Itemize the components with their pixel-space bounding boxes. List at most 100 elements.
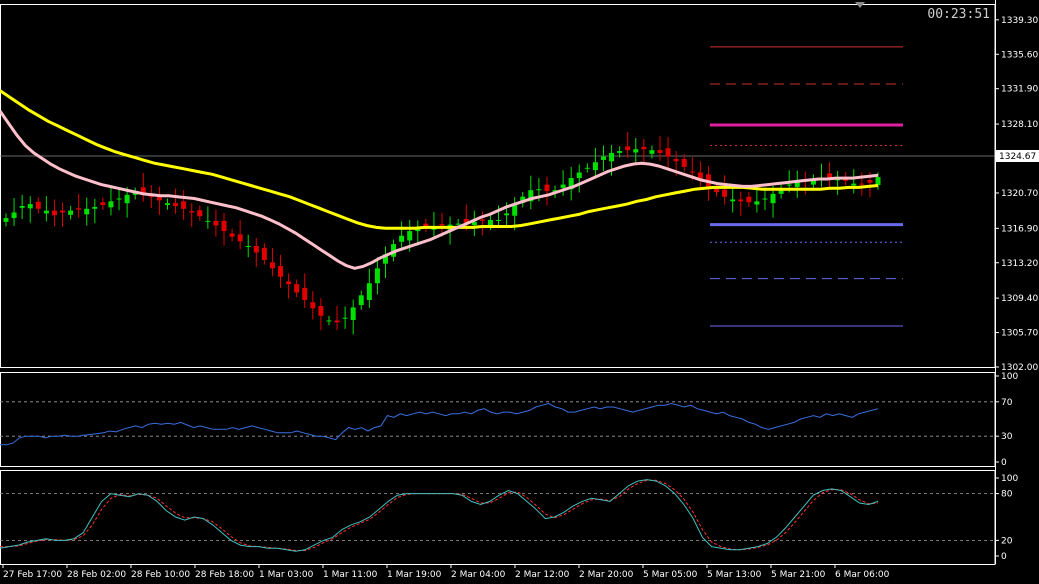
price-tick-label: 1339.30: [1001, 16, 1038, 26]
candle-body: [520, 196, 526, 203]
candle-body: [504, 213, 510, 216]
price-tick-label: 1305.70: [1001, 329, 1038, 339]
rsi-panel: [0, 401, 995, 446]
candle-body: [746, 196, 752, 203]
candle-body: [366, 283, 372, 300]
time-tick-label: 2 Mar 04:00: [451, 570, 506, 580]
price-tick-label: 1313.20: [1001, 259, 1038, 269]
price-tick-label: 1335.60: [1001, 50, 1038, 60]
candle-body: [512, 205, 518, 216]
time-tick-label: 5 Mar 13:00: [707, 570, 762, 580]
candle-body: [859, 183, 865, 185]
candle-body: [617, 151, 623, 153]
candle-body: [681, 158, 687, 167]
candle-body: [399, 235, 405, 242]
moving-averages: [0, 89, 879, 270]
ma-fast-line: [0, 110, 879, 270]
candle-body: [641, 146, 647, 150]
candle-body: [576, 172, 582, 179]
time-tick-label: 2 Mar 20:00: [579, 570, 634, 580]
candle-body: [374, 268, 380, 284]
price-panel-frame: [0, 4, 996, 368]
candle-body: [649, 150, 655, 154]
candle-body: [738, 199, 744, 202]
candle-body: [76, 208, 82, 210]
candle-body: [27, 204, 33, 209]
stochastic-panel: [0, 479, 995, 552]
time-tick-label: 28 Feb 10:00: [131, 570, 190, 580]
candle-body: [51, 210, 57, 216]
candle-body: [810, 178, 816, 185]
candle-body: [544, 184, 550, 192]
ma-slow-line: [0, 89, 879, 230]
time-tick-label: 5 Mar 05:00: [643, 570, 698, 580]
time-tick-label: 1 Mar 03:00: [259, 570, 314, 580]
stoch-signal-line: [0, 479, 879, 551]
candle-body: [181, 201, 187, 209]
candle-body: [334, 320, 340, 323]
current-price-label: 1324.67: [999, 152, 1036, 162]
chart-shift-icon[interactable]: [855, 2, 865, 8]
time-tick-label: 2 Mar 12:00: [515, 570, 570, 580]
candle-body: [415, 228, 421, 232]
candle-body: [391, 244, 397, 257]
rsi-tick-label: 30: [1001, 432, 1013, 442]
candle-body: [116, 198, 122, 200]
candle-body: [528, 190, 534, 202]
candle-body: [213, 220, 219, 226]
candle-body: [657, 150, 663, 153]
stoch-panel-frame: [0, 470, 996, 565]
time-tick-label: 28 Feb 02:00: [67, 570, 126, 580]
current-price-marker: [996, 149, 1039, 162]
candle-body: [237, 234, 243, 242]
candle-body: [245, 246, 251, 247]
candle-body: [302, 287, 308, 300]
rsi-line: [0, 402, 879, 446]
candle-body: [92, 206, 98, 209]
candle-body: [318, 306, 324, 316]
price-tick-label: 1320.70: [1001, 189, 1038, 199]
candle-body: [60, 210, 66, 213]
time-tick-label: 28 Feb 18:00: [195, 570, 254, 580]
candle-body: [786, 184, 792, 186]
candle-body: [3, 218, 9, 222]
time-tick-label: 1 Mar 11:00: [323, 570, 378, 580]
candle-body: [867, 179, 873, 183]
candle-body: [205, 220, 211, 222]
candle-body: [471, 221, 477, 226]
candle-body: [584, 167, 590, 169]
stoch-tick-label: 100: [1001, 474, 1018, 484]
candle-body: [875, 177, 881, 186]
candle-body: [730, 199, 736, 202]
candle-body: [197, 210, 203, 217]
candle-body: [278, 266, 284, 277]
price-tick-label: 1309.40: [1001, 294, 1038, 304]
price-tick-label: 1316.90: [1001, 224, 1038, 234]
candle-body: [423, 223, 429, 228]
clock: 00:23:51: [927, 7, 990, 22]
candle-body: [592, 162, 598, 171]
candle-body: [350, 307, 356, 320]
candle-body: [487, 219, 493, 226]
time-tick-label: 1 Mar 19:00: [387, 570, 442, 580]
price-levels: [0, 46, 995, 327]
rsi-tick-label: 100: [1001, 372, 1018, 382]
candle-body: [479, 219, 485, 221]
candle-body: [754, 201, 760, 205]
price-tick-label: 1302.00: [1001, 363, 1038, 373]
candle-body: [778, 189, 784, 194]
time-tick-label: 6 Mar 06:00: [835, 570, 890, 580]
candle-body: [382, 254, 388, 264]
candle-body: [124, 194, 130, 204]
candle-body: [633, 149, 639, 153]
candle-body: [600, 156, 606, 160]
candle-body: [673, 158, 679, 162]
rsi-panel-frame: [0, 372, 996, 467]
candle-body: [261, 247, 267, 260]
candle-body: [407, 231, 413, 241]
candle-body: [697, 172, 703, 179]
candle-body: [68, 210, 74, 215]
candle-body: [35, 201, 41, 209]
candle-body: [294, 284, 300, 293]
